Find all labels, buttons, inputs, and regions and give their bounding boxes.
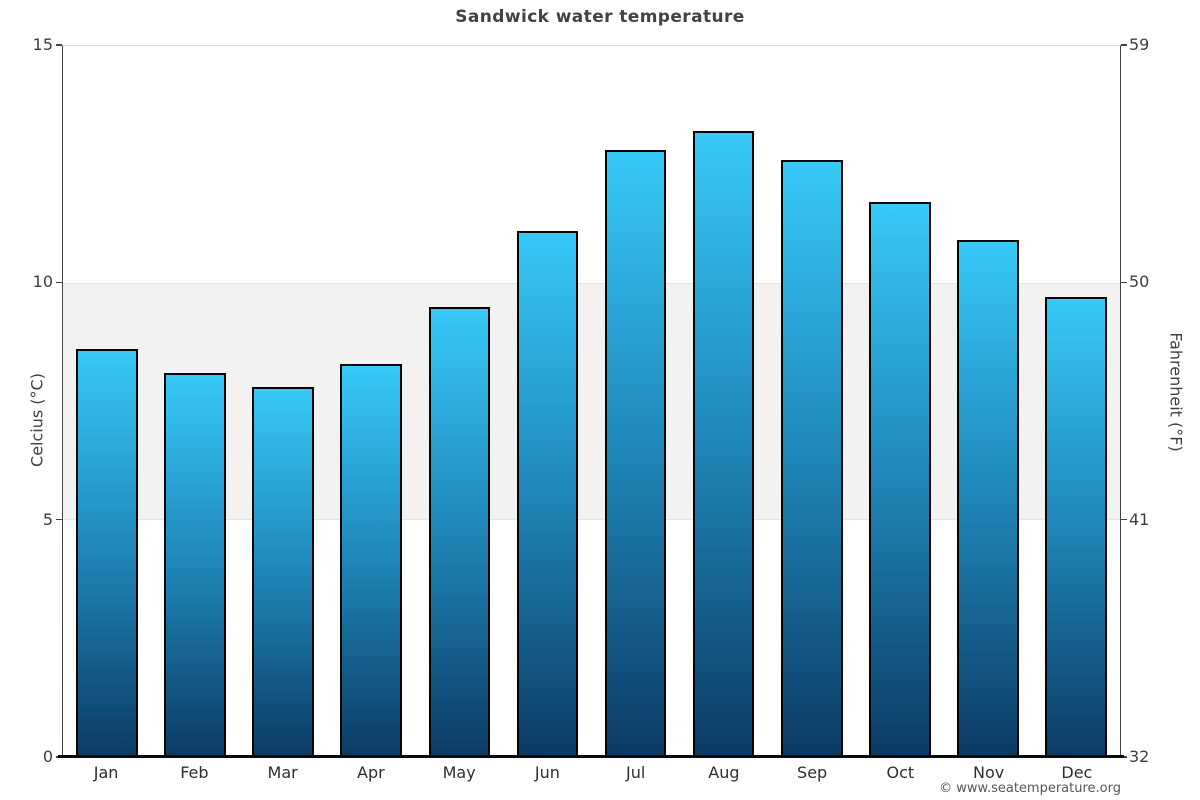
y-tick-mark-left (56, 281, 62, 284)
bar-aug (692, 131, 755, 757)
bar-sep (780, 159, 843, 757)
bar-mar (252, 387, 314, 757)
bar-feb (164, 373, 226, 757)
y-tick-label-fahrenheit-59: 59 (1129, 35, 1150, 54)
bar-slot-feb (151, 46, 239, 757)
y-tick-label-celsius-0: 0 (42, 747, 53, 766)
bar-dec (1045, 297, 1107, 757)
watermark: © www.seatemperature.org (939, 781, 1121, 796)
y-tick-label-fahrenheit-32: 32 (1129, 747, 1150, 766)
y-tick-label-celsius-10: 10 (32, 272, 53, 292)
x-label-jun: Jun (534, 763, 560, 782)
x-label-aug: Aug (708, 763, 740, 782)
y-tick-mark-right (1121, 756, 1127, 758)
bar-nov (957, 240, 1019, 757)
bar-apr (340, 363, 403, 757)
y-tick-label-celsius-5: 5 (42, 509, 53, 529)
x-axis-line (58, 755, 1124, 758)
y-tick-mark-left (56, 44, 62, 46)
x-label-jul: Jul (625, 763, 646, 782)
bar-slot-may (415, 46, 503, 757)
bar-jul (604, 150, 667, 757)
y-axis-label-celsius: Celcius (°C) (27, 373, 47, 467)
bar-slot-jun (503, 46, 591, 757)
y-tick-mark-right (1121, 518, 1127, 521)
x-label-feb: Feb (180, 763, 209, 782)
x-label-apr: Apr (357, 763, 385, 782)
bar-oct (868, 202, 931, 757)
y-tick-mark-right (1121, 281, 1127, 284)
bar-slot-aug (680, 46, 768, 757)
bar-slot-mar (239, 46, 327, 757)
bar-slot-jan (63, 46, 151, 757)
y-tick-mark-right (1121, 44, 1127, 46)
bar-slot-dec (1032, 46, 1120, 757)
y-tick-label-fahrenheit-41: 41 (1129, 509, 1150, 529)
bar-slot-nov (944, 46, 1032, 757)
x-label-nov: Nov (973, 763, 1005, 782)
y-axis-label-fahrenheit: Fahrenheit (°F) (1166, 332, 1186, 452)
y-tick-mark-left (56, 518, 62, 521)
shaded-band (63, 283, 1120, 520)
x-label-may: May (442, 763, 476, 782)
chart-title: Sandwick water temperature (455, 7, 745, 27)
x-label-sep: Sep (797, 763, 828, 782)
bar-jan (76, 349, 138, 757)
bar-slot-apr (327, 46, 415, 757)
bar-slot-sep (768, 46, 856, 757)
x-label-oct: Oct (886, 763, 915, 782)
plot-area (62, 45, 1121, 757)
y-tick-label-fahrenheit-50: 50 (1129, 272, 1150, 292)
x-label-dec: Dec (1061, 763, 1093, 782)
x-label-mar: Mar (267, 763, 298, 782)
bar-may (428, 306, 491, 757)
bar-slot-oct (856, 46, 944, 757)
bar-jun (516, 230, 579, 757)
x-label-jan: Jan (93, 763, 119, 782)
bar-slot-jul (592, 46, 680, 757)
y-tick-label-celsius-15: 15 (32, 35, 53, 54)
